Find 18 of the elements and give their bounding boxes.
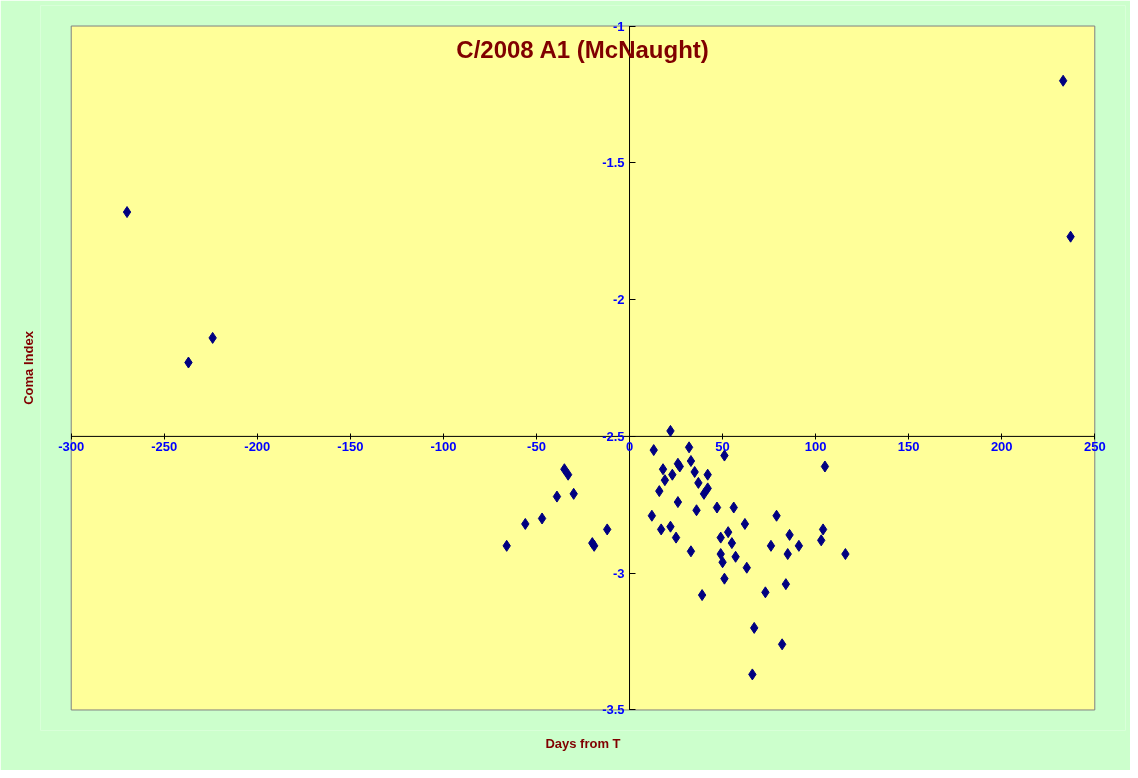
y-tick-label: -1 bbox=[612, 18, 625, 34]
x-tick-label: 100 bbox=[804, 439, 827, 455]
y-tick-label: -3.5 bbox=[602, 702, 625, 718]
x-axis-title: Days from T bbox=[545, 735, 621, 751]
y-tick-label: -1.5 bbox=[602, 155, 625, 171]
x-tick-label: -250 bbox=[151, 439, 178, 455]
x-tick-label: -200 bbox=[244, 439, 271, 455]
y-tick-label: -2 bbox=[612, 292, 625, 308]
x-tick-label: -100 bbox=[430, 439, 457, 455]
x-tick-label: -150 bbox=[337, 439, 364, 455]
x-tick-label: 150 bbox=[897, 439, 920, 455]
x-tick-label: 200 bbox=[990, 439, 1013, 455]
x-tick-label: 50 bbox=[715, 439, 730, 455]
x-tick-label: 250 bbox=[1083, 439, 1106, 455]
x-tick-label: -300 bbox=[58, 439, 85, 455]
y-axis-title: Coma Index bbox=[20, 330, 36, 405]
y-tick-label: -3 bbox=[612, 565, 625, 581]
x-tick-label: -50 bbox=[527, 439, 546, 455]
